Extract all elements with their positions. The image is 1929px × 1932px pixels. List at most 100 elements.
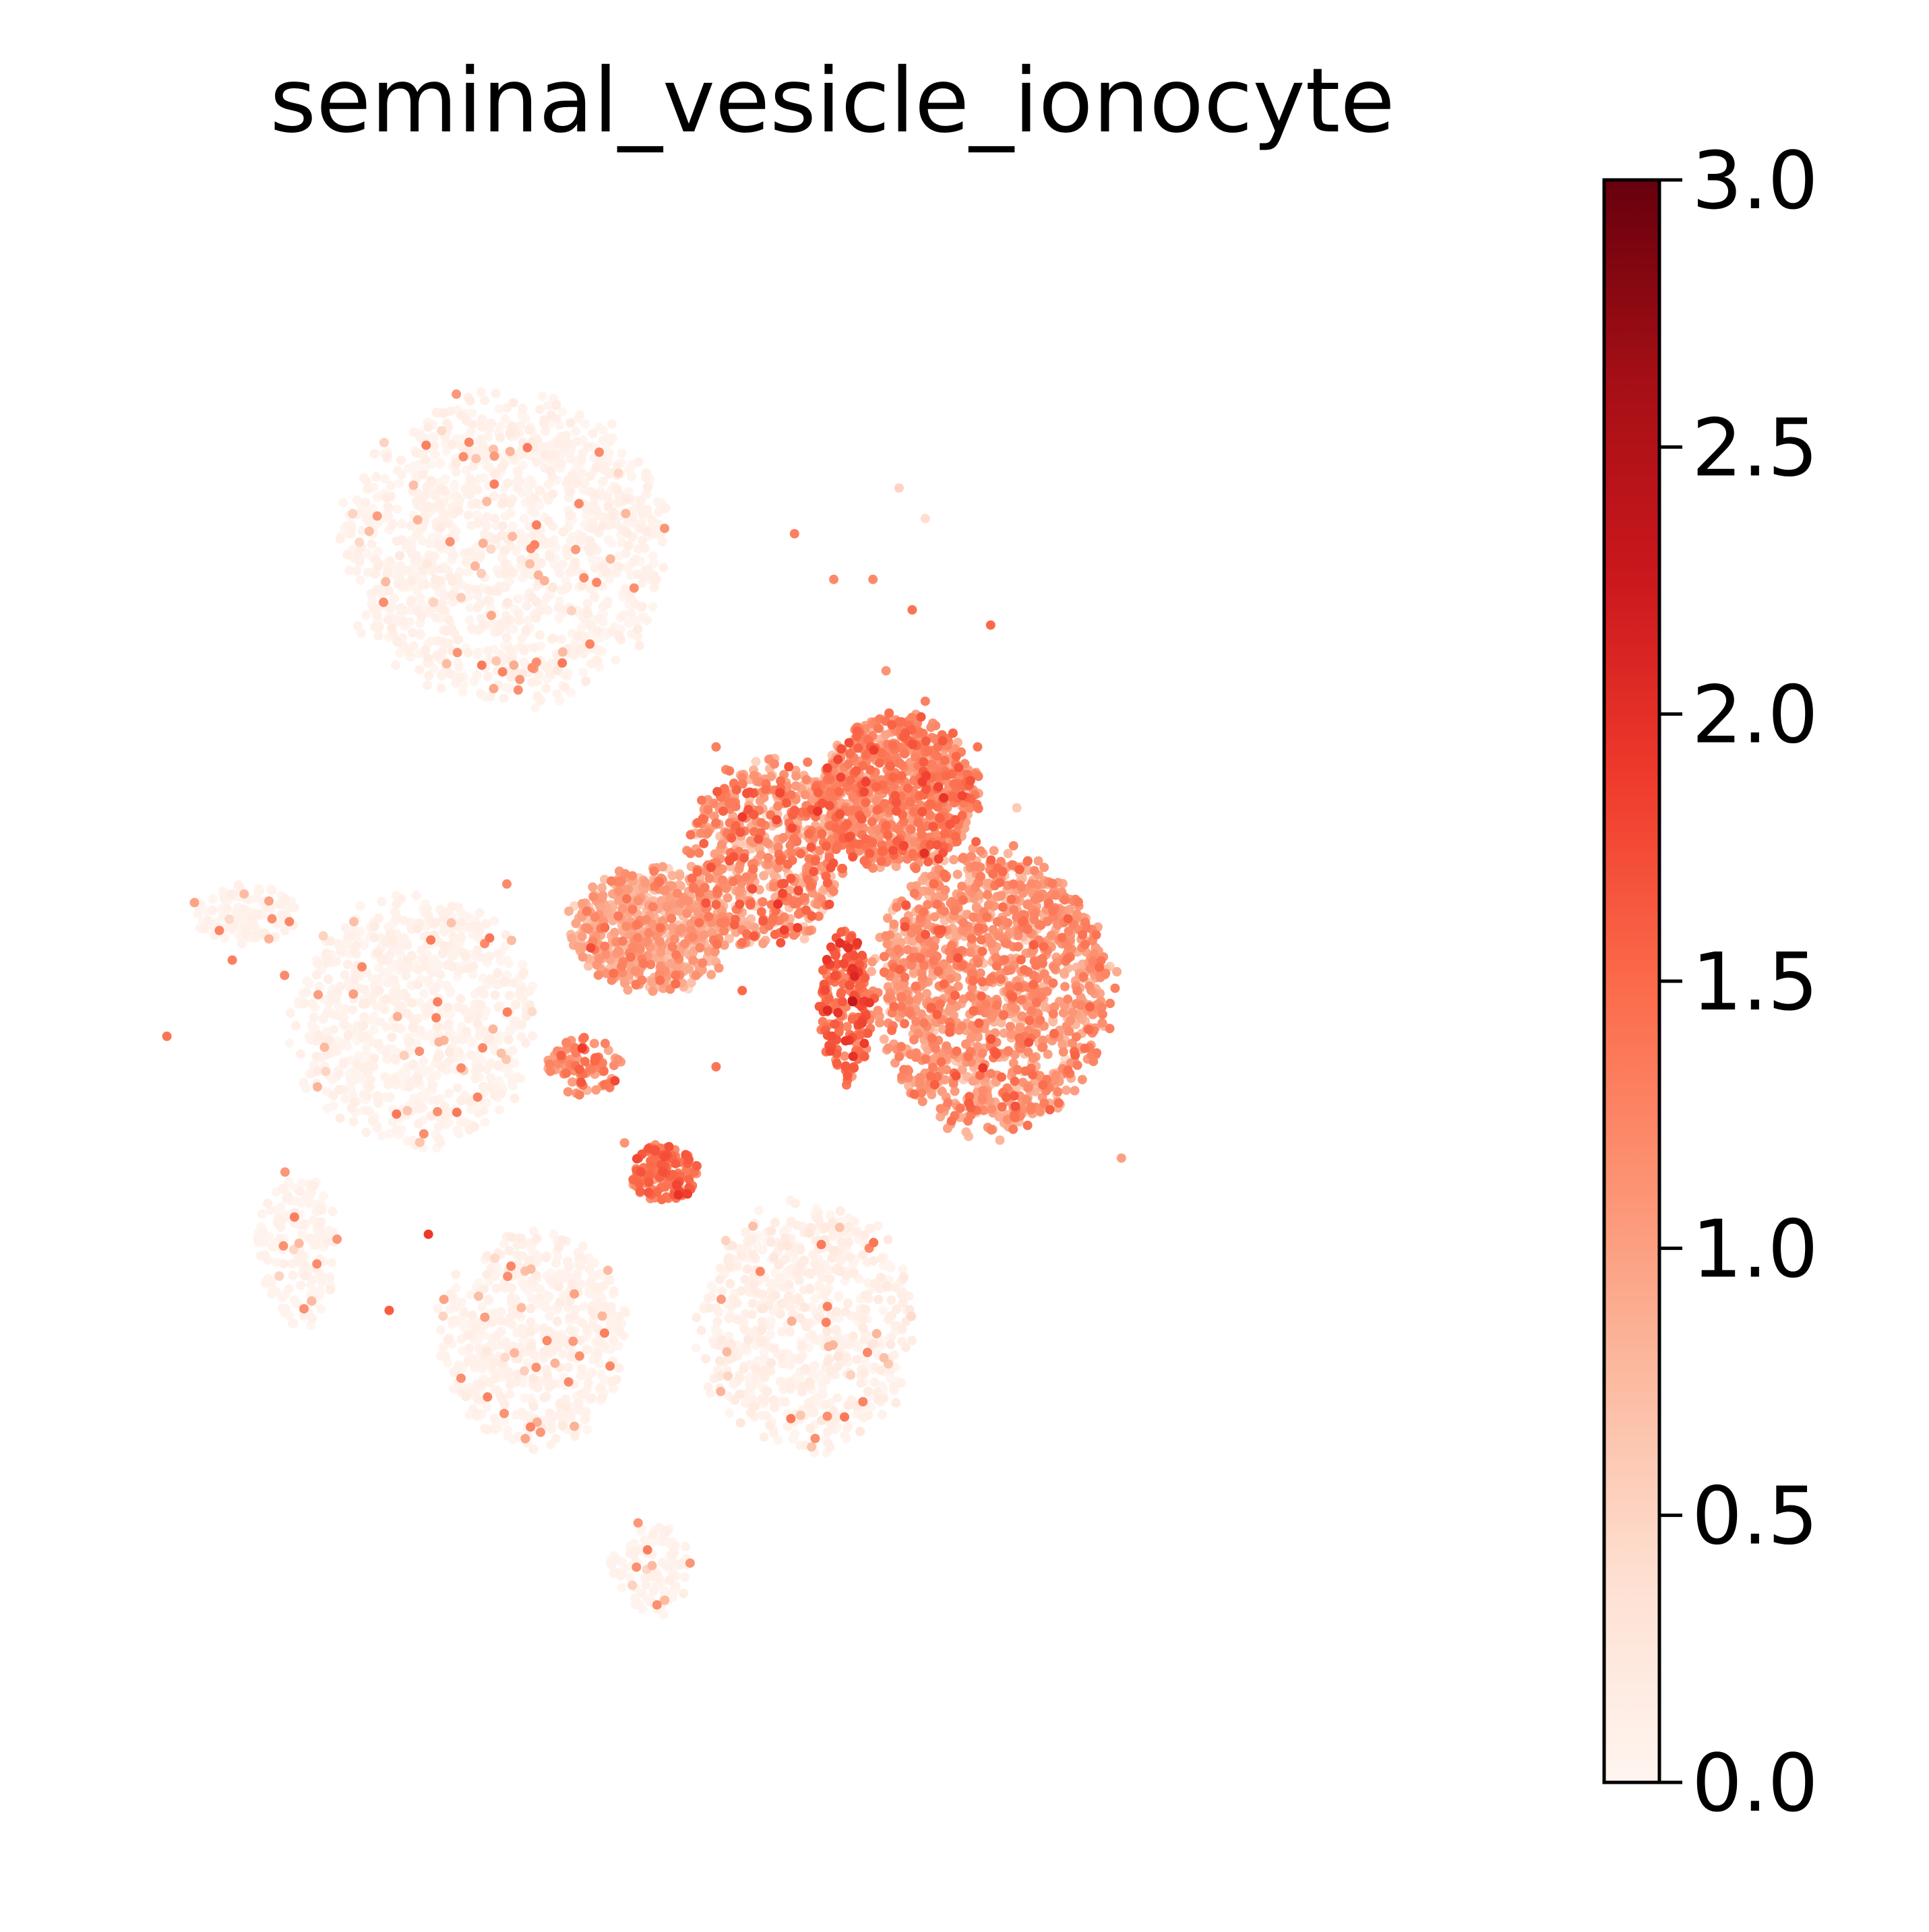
scatter-point (456, 592, 466, 602)
scatter-point (390, 660, 400, 671)
scatter-point (411, 890, 421, 900)
scatter-point (496, 1326, 506, 1336)
scatter-point (724, 1313, 734, 1323)
scatter-point (364, 1106, 374, 1116)
scatter-point (513, 466, 523, 476)
scatter-point (582, 598, 592, 609)
scatter-point (304, 1233, 314, 1243)
scatter-point (716, 1263, 725, 1273)
scatter-point (431, 1095, 441, 1105)
scatter-point (742, 1264, 752, 1274)
scatter-point (704, 1303, 714, 1313)
scatter-point (453, 1002, 463, 1012)
scatter-point (340, 1004, 350, 1014)
scatter-point (952, 869, 962, 879)
scatter-point (301, 987, 311, 997)
scatter-point (458, 687, 468, 697)
scatter-point (447, 439, 457, 449)
scatter-point (307, 1275, 317, 1285)
scatter-point (491, 388, 501, 398)
scatter-point (644, 563, 654, 573)
scatter-point (461, 1392, 471, 1402)
scatter-point (472, 1009, 483, 1020)
scatter-point (823, 1427, 833, 1437)
scatter-point (473, 518, 483, 528)
scatter-point (814, 1280, 824, 1290)
scatter-point (758, 1245, 767, 1255)
scatter-point (520, 1433, 530, 1443)
scatter-point (648, 602, 658, 612)
scatter-point (490, 513, 500, 524)
scatter-point (501, 567, 512, 577)
scatter-point (463, 648, 473, 658)
scatter-point (508, 398, 518, 408)
scatter-point (431, 613, 441, 623)
scatter-point (438, 637, 448, 647)
scatter-point (572, 478, 582, 488)
scatter-point (388, 520, 397, 530)
scatter-point (319, 1042, 330, 1053)
scatter-point (377, 897, 387, 906)
scatter-point (274, 1271, 284, 1281)
scatter-point (381, 577, 391, 587)
scatter-point (553, 603, 563, 613)
scatter-point (411, 964, 421, 974)
scatter-point (313, 1082, 322, 1092)
scatter-point (494, 404, 504, 414)
scatter-point (361, 999, 371, 1009)
scatter-point (393, 579, 403, 589)
scatter-point (516, 1303, 526, 1313)
scatter-point (471, 498, 481, 508)
scatter-point (573, 1398, 583, 1408)
scatter-point (361, 513, 371, 523)
scatter-point (478, 973, 488, 983)
scatter-point (432, 650, 441, 660)
scatter-point (1062, 1085, 1071, 1095)
scatter-point (532, 457, 542, 467)
scatter-point (454, 662, 464, 672)
scatter-point (995, 1135, 1005, 1145)
scatter-point (594, 1338, 605, 1348)
scatter-point (722, 1347, 732, 1357)
scatter-point (634, 457, 644, 467)
scatter-point (284, 1284, 294, 1294)
scatter-point (220, 933, 229, 943)
scatter-point (638, 602, 648, 612)
scatter-point (648, 551, 658, 561)
scatter-point (268, 1242, 278, 1252)
scatter-point (891, 1398, 901, 1408)
scatter-point (961, 1127, 971, 1137)
scatter-point (563, 1256, 572, 1266)
scatter-point (1012, 803, 1022, 813)
scatter-point (736, 1286, 746, 1296)
scatter-point (404, 565, 414, 575)
scatter-point (355, 901, 365, 911)
scatter-point (346, 529, 356, 539)
scatter-point (735, 1418, 745, 1428)
scatter-point (438, 605, 448, 615)
scatter-point (665, 1576, 675, 1586)
scatter-point (490, 1424, 500, 1434)
scatter-point (413, 1119, 423, 1129)
scatter-point (920, 513, 930, 524)
scatter-point (762, 1386, 772, 1396)
scatter-point (577, 1364, 587, 1374)
scatter-point (780, 1397, 790, 1407)
scatter-point (367, 1116, 377, 1125)
scatter-point (860, 1290, 870, 1300)
scatter-point (458, 1035, 468, 1045)
scatter-point (453, 635, 463, 645)
scatter-point (784, 1279, 794, 1289)
scatter-point (832, 1307, 842, 1317)
scatter-point (327, 1258, 337, 1268)
scatter-point (239, 904, 249, 914)
scatter-point (504, 991, 514, 1001)
scatter-point (805, 1228, 815, 1239)
scatter-point (532, 1233, 542, 1243)
scatter-point (482, 1270, 492, 1280)
scatter-point (598, 425, 608, 435)
scatter-point (773, 1435, 783, 1445)
scatter-point (859, 1230, 869, 1240)
scatter-point (735, 1390, 745, 1400)
